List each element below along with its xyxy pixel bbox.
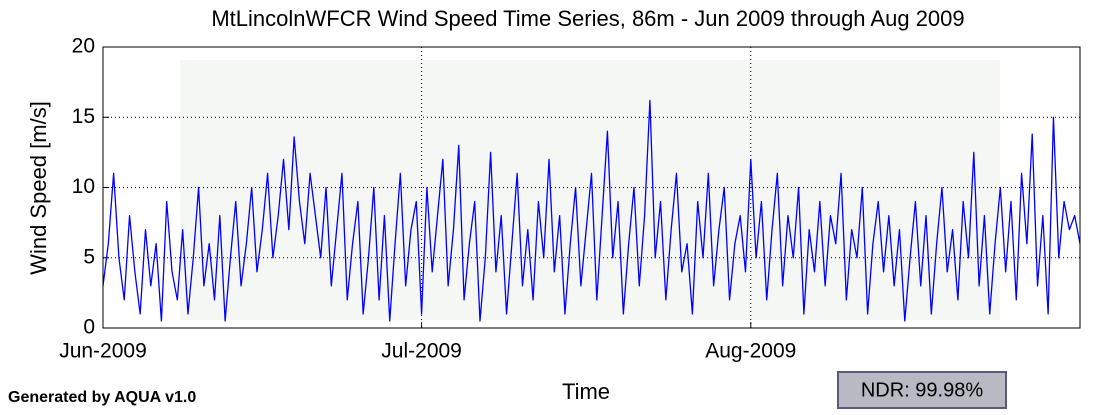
y-tick-label: 20 (72, 35, 95, 58)
y-tick-label: 5 (83, 245, 95, 268)
chart-title: MtLincolnWFCR Wind Speed Time Series, 86… (211, 6, 964, 31)
ndr-label: NDR: 99.98% (861, 379, 983, 401)
y-tick-label: 0 (83, 316, 95, 339)
x-tick-label: Jun-2009 (59, 340, 147, 363)
ndr-box (837, 371, 1007, 409)
y-axis-label: Wind Speed [m/s] (26, 101, 51, 275)
series-line (102, 99, 1081, 322)
x-axis-label: Time (562, 379, 610, 404)
y-tick-label: 15 (72, 105, 95, 128)
x-tick-label: Aug-2009 (705, 340, 796, 363)
y-tick-label: 10 (72, 175, 95, 198)
axes-box (102, 46, 1081, 329)
x-tick-label: Jul-2009 (381, 340, 462, 363)
footer-note: Generated by AQUA v1.0 (8, 389, 196, 406)
tick-labels: 0 5 10 15 20 Jun-2009 Jul-2009 Aug-2009 (59, 35, 796, 363)
series (102, 99, 1081, 322)
